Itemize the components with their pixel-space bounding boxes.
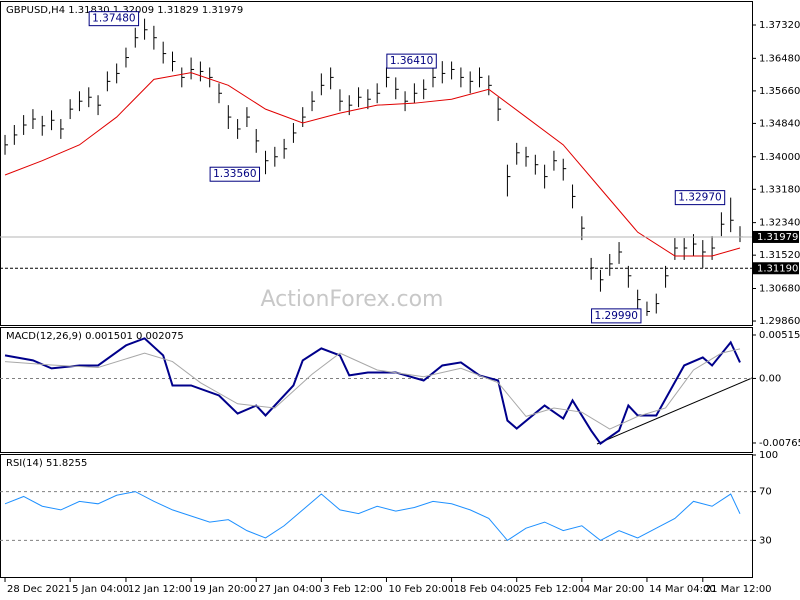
y-tick-label: 1.37320 xyxy=(759,20,800,31)
x-tick-label: 10 Feb 20:00 xyxy=(388,584,454,595)
x-tick-label: 18 Feb 04:00 xyxy=(454,584,520,595)
y-tick-label: 1.35660 xyxy=(759,86,800,97)
annotation-box xyxy=(674,190,726,206)
y-tick-label: 1.33180 xyxy=(759,184,800,195)
macd-panel xyxy=(0,327,753,453)
moving-average xyxy=(4,72,741,257)
watermark: ActionForex.com xyxy=(261,287,444,312)
rsi-title: RSI(14) 51.8255 xyxy=(6,458,87,469)
trend-line xyxy=(596,377,753,445)
y-tick-label: 30 xyxy=(759,535,772,546)
y-tick-label: 1.31520 xyxy=(759,250,800,261)
y-tick-label: 1.34840 xyxy=(759,118,800,129)
price-title: GBPUSD,H4 1.31830 1.32009 1.31829 1.3197… xyxy=(6,5,243,16)
y-tick-label: 1.36480 xyxy=(759,53,800,64)
annotation-label: 1.36410 xyxy=(390,55,433,67)
annotation-box xyxy=(88,11,140,27)
y-tick-label: 0.005152 xyxy=(759,330,800,341)
annotation-label: 1.32970 xyxy=(678,192,721,204)
price-panel xyxy=(0,1,753,326)
x-tick-label: 12 Jan 12:00 xyxy=(128,584,191,595)
rsi-panel xyxy=(0,454,753,578)
signal-line xyxy=(4,348,741,430)
annotation-label: 1.29990 xyxy=(595,310,638,322)
annotation-label: 1.33560 xyxy=(213,168,256,180)
price-label: 1.31979 xyxy=(757,232,798,243)
x-tick-label: 28 Dec 2021 xyxy=(7,584,71,595)
rsi-line xyxy=(4,491,741,542)
y-tick-label: 70 xyxy=(759,487,772,498)
price-label: 1.31190 xyxy=(757,263,798,274)
x-tick-label: 25 Feb 12:00 xyxy=(519,584,585,595)
x-tick-label: 14 Mar 04:00 xyxy=(649,584,716,595)
x-tick-label: 19 Jan 20:00 xyxy=(193,584,256,595)
x-tick-label: 4 Mar 20:00 xyxy=(584,584,644,595)
price-label-box xyxy=(753,230,799,243)
y-tick-label: 100 xyxy=(759,450,778,461)
x-tick-label: 27 Jan 04:00 xyxy=(258,584,321,595)
annotation-label: 1.37480 xyxy=(92,13,135,25)
y-tick-label: -0.00765 xyxy=(759,438,800,449)
y-tick-label: 1.30680 xyxy=(759,283,800,294)
x-tick-label: 21 Mar 12:00 xyxy=(705,584,772,595)
price-label-box xyxy=(753,262,799,275)
y-tick-label: 1.34000 xyxy=(759,152,800,163)
y-tick-label: 1.32340 xyxy=(759,218,800,229)
annotation-box xyxy=(591,308,642,324)
x-tick-label: 5 Jan 04:00 xyxy=(72,584,129,595)
macd-title: MACD(12,26,9) 0.001501 0.002075 xyxy=(6,331,184,342)
macd-line xyxy=(4,337,741,445)
x-tick-label: 3 Feb 12:00 xyxy=(323,584,382,595)
annotation-box xyxy=(209,166,261,182)
y-tick-label: 1.29860 xyxy=(759,316,800,327)
annotation-box xyxy=(386,53,437,69)
y-tick-label: 0.00 xyxy=(759,373,781,384)
